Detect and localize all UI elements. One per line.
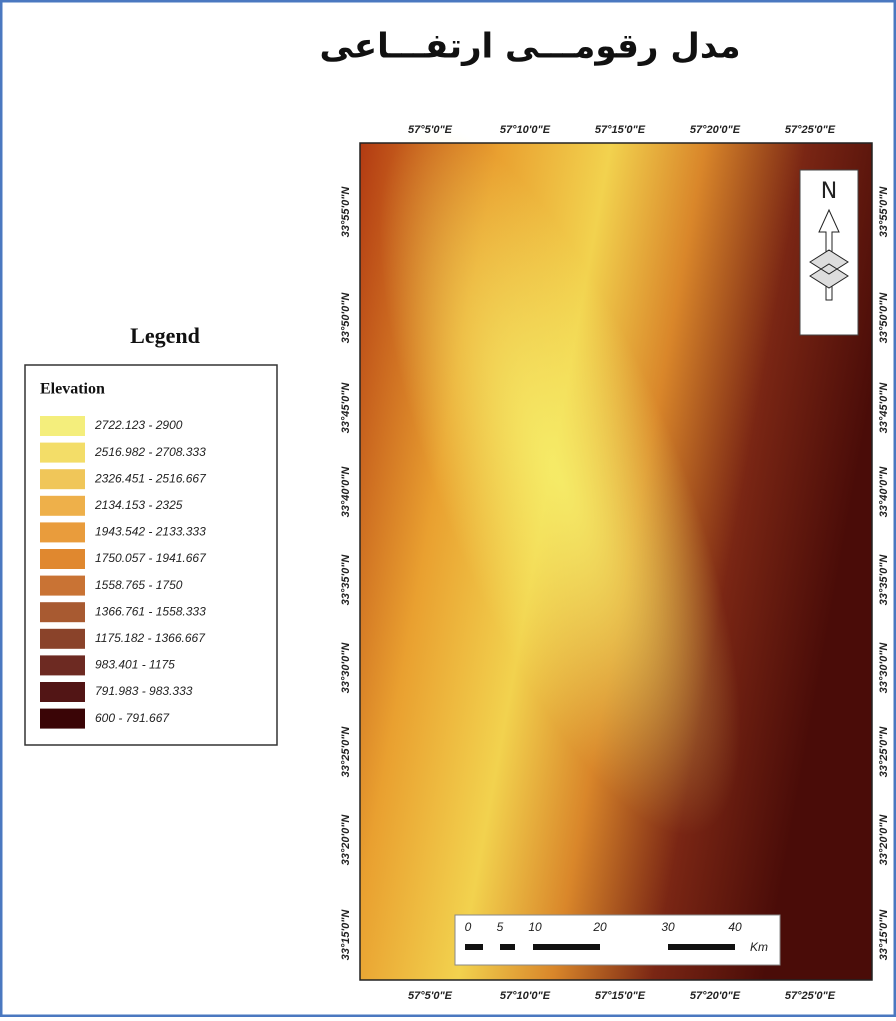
latitude-label: 33°30'0"N xyxy=(878,642,890,694)
latitude-label: 33°40'0"N xyxy=(340,466,352,518)
legend-label: 1558.765 - 1750 xyxy=(95,578,183,592)
legend-swatch xyxy=(40,416,85,436)
legend-title: Legend xyxy=(130,323,200,348)
scale-bar-box xyxy=(454,914,781,966)
scale-segment xyxy=(500,944,515,950)
legend-label: 1750.057 - 1941.667 xyxy=(95,551,207,565)
longitude-label: 57°5'0"E xyxy=(408,124,453,136)
scale-segment xyxy=(533,944,600,950)
latitude-label: 33°55'0"N xyxy=(340,186,352,238)
latitude-label: 33°15'0"N xyxy=(878,909,890,961)
latitude-label: 33°20'0"N xyxy=(878,814,890,866)
legend-swatch xyxy=(40,628,85,649)
north-arrow-layers xyxy=(809,249,849,289)
scale-segment xyxy=(668,944,735,950)
latitude-label: 33°50'0"N xyxy=(878,292,890,344)
latitude-label: 33°25'0"N xyxy=(878,726,890,778)
scale-segment xyxy=(465,944,483,950)
longitude-label: 57°20'0"E xyxy=(690,990,741,1002)
latitude-label: 33°35'0"N xyxy=(340,554,352,606)
latitude-label: 33°30'0"N xyxy=(340,642,352,694)
latitude-label: 33°55'0"N xyxy=(878,186,890,238)
map-border xyxy=(359,142,873,981)
legend-swatch xyxy=(40,682,85,702)
longitude-label: 57°20'0"E xyxy=(690,124,741,136)
longitude-label: 57°25'0"E xyxy=(785,124,836,136)
highland xyxy=(379,124,741,836)
latitude-label: 33°40'0"N xyxy=(878,466,890,518)
north-label: N xyxy=(821,179,837,204)
scale-tick-label: 5 xyxy=(497,920,504,934)
scale-tick-label: 40 xyxy=(728,920,742,934)
legend-swatch xyxy=(40,708,85,729)
longitude-label: 57°25'0"E xyxy=(785,990,836,1002)
scale-tick-label: 20 xyxy=(592,920,607,934)
legend-label: 600 - 791.667 xyxy=(95,711,170,725)
legend-label: 1175.182 - 1366.667 xyxy=(95,631,206,645)
scale-unit: Km xyxy=(750,940,768,954)
latitude-label: 33°45'0"N xyxy=(878,382,890,434)
longitude-label: 57°10'0"E xyxy=(500,124,551,136)
scale-tick-label: 10 xyxy=(528,920,542,934)
latitude-label: 33°15'0"N xyxy=(340,909,352,961)
legend-swatch xyxy=(40,575,85,596)
legend-label: 2722.123 - 2900 xyxy=(94,418,183,432)
legend-swatch xyxy=(40,442,85,463)
legend-label: 983.401 - 1175 xyxy=(95,658,175,672)
legend-label: 1943.542 - 2133.333 xyxy=(95,525,206,539)
scale-tick-label: 30 xyxy=(661,920,675,934)
legend-swatch xyxy=(40,602,85,623)
title: مدل رقومـــی ارتفـــاعی xyxy=(319,27,740,67)
scale-bar: 0 5 10 20 30 40 Km xyxy=(465,920,768,954)
legend-label: 791.983 - 983.333 xyxy=(95,684,193,698)
legend-label: 2516.982 - 2708.333 xyxy=(94,445,206,459)
legend-field: Elevation xyxy=(40,381,105,398)
latitude-label: 33°20'0"N xyxy=(340,814,352,866)
longitude-label: 57°10'0"E xyxy=(500,990,551,1002)
latitude-label: 33°25'0"N xyxy=(340,726,352,778)
labels: 2722.123 - 2900 2516.982 - 2708.333 2326.4… xyxy=(40,124,890,1002)
legend-swatch xyxy=(40,549,85,569)
legend-swatch xyxy=(40,655,85,676)
legend-swatch xyxy=(40,469,85,490)
legend-label: 2134.153 - 2325 xyxy=(94,498,183,512)
scale-tick-label: 0 xyxy=(465,920,472,934)
longitude-label: 57°5'0"E xyxy=(408,990,453,1002)
legend-label: 1366.761 - 1558.333 xyxy=(95,604,206,618)
latitude-label: 33°45'0"N xyxy=(340,382,352,434)
legend-label: 2326.451 - 2516.667 xyxy=(94,471,207,485)
legend-swatch xyxy=(40,522,85,543)
latitude-label: 33°50'0"N xyxy=(340,292,352,344)
longitude-label: 57°15'0"E xyxy=(595,124,646,136)
legend-swatch xyxy=(40,495,85,516)
latitude-label: 33°35'0"N xyxy=(878,554,890,606)
longitude-label: 57°15'0"E xyxy=(595,990,646,1002)
